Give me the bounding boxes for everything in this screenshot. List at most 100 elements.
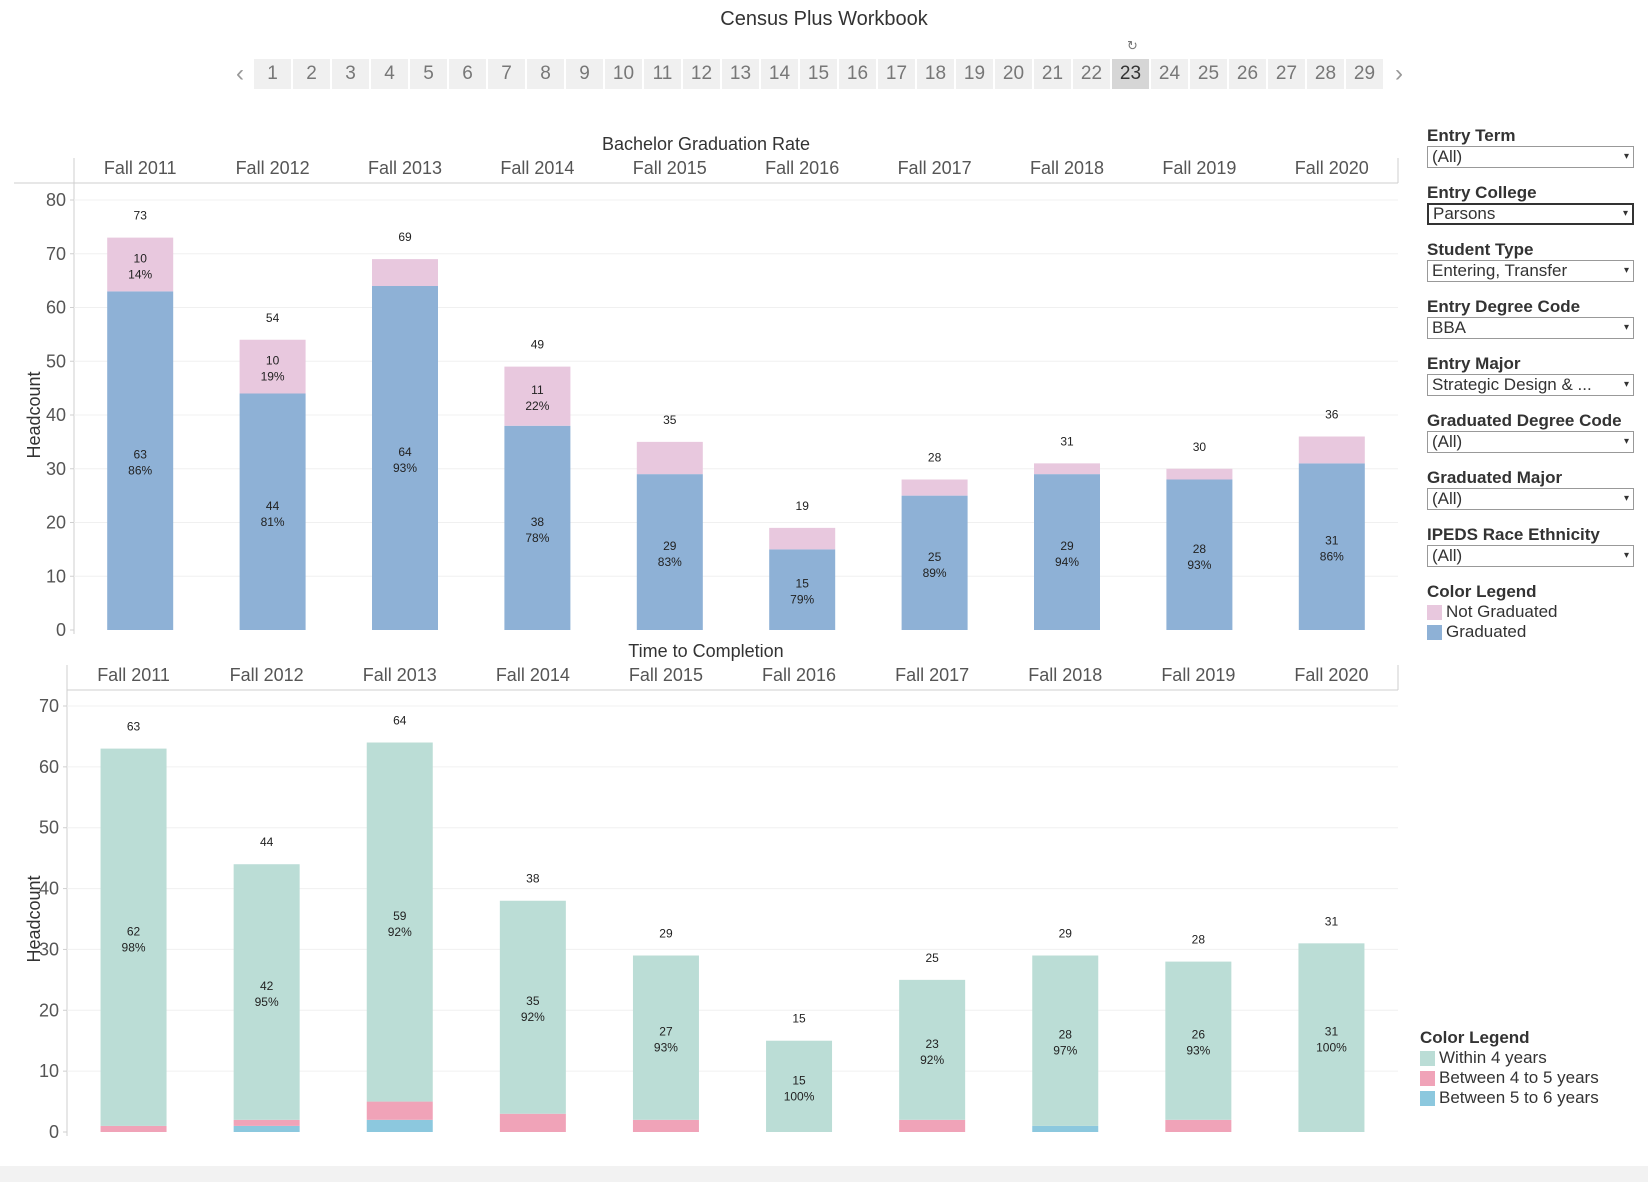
chart-title: Time to Completion [628, 644, 783, 661]
page-6[interactable]: 6 [449, 59, 486, 89]
bar-segment [233, 1119, 300, 1126]
segment-percent-label: 81% [261, 515, 285, 529]
page-3[interactable]: 3 [332, 59, 369, 89]
segment-value-label: 26 [1192, 1028, 1206, 1042]
page-8[interactable]: 8 [527, 59, 564, 89]
filter-dropdown[interactable]: Strategic Design & ... ▾ [1427, 374, 1634, 396]
segment-percent-label: 93% [654, 1041, 678, 1055]
filter-value: (All) [1432, 147, 1463, 166]
x-category-label: Fall 2018 [1030, 158, 1104, 178]
page-26[interactable]: 26 [1229, 59, 1266, 89]
page-2[interactable]: 2 [293, 59, 330, 89]
filter-dropdown[interactable]: Entering, Transfer ▾ [1427, 260, 1634, 282]
segment-percent-label: 92% [388, 925, 412, 939]
page-15[interactable]: 15 [800, 59, 837, 89]
page-7[interactable]: 7 [488, 59, 525, 89]
segment-percent-label: 100% [1316, 1041, 1347, 1055]
chevron-down-icon: ▾ [1623, 379, 1629, 390]
bar-total-label: 35 [663, 413, 677, 427]
bar-segment [100, 1125, 167, 1132]
chevron-down-icon: ▾ [1623, 322, 1629, 333]
page-29[interactable]: 29 [1346, 59, 1383, 89]
filter-dropdown[interactable]: Parsons ▾ [1427, 203, 1634, 225]
page-1[interactable]: 1 [254, 59, 291, 89]
page-18[interactable]: 18 [917, 59, 954, 89]
x-category-label: Fall 2013 [363, 665, 437, 685]
legend-title: Color Legend [1427, 582, 1537, 601]
filter-ipeds-race-ethnicity: IPEDS Race Ethnicity (All) ▾ [1427, 525, 1634, 567]
filter-label: Entry Term [1427, 126, 1516, 145]
page-19[interactable]: 19 [956, 59, 993, 89]
filter-label: Graduated Degree Code [1427, 411, 1622, 430]
segment-percent-label: 93% [393, 461, 417, 475]
legend-item[interactable]: Graduated [1427, 622, 1634, 642]
chevron-left-icon[interactable]: ‹ [236, 60, 244, 87]
page-17[interactable]: 17 [878, 59, 915, 89]
legend-item[interactable]: Within 4 years [1420, 1048, 1635, 1068]
filter-dropdown[interactable]: (All) ▾ [1427, 146, 1634, 168]
page-4[interactable]: 4 [371, 59, 408, 89]
page-24[interactable]: 24 [1151, 59, 1188, 89]
page-14[interactable]: 14 [761, 59, 798, 89]
bar-total-label: 29 [659, 927, 673, 941]
page-9[interactable]: 9 [566, 59, 603, 89]
segment-percent-label: 93% [1187, 558, 1211, 572]
bar-segment [233, 864, 300, 1120]
page-5[interactable]: 5 [410, 59, 447, 89]
legend-item[interactable]: Between 4 to 5 years [1420, 1068, 1635, 1088]
filter-graduated-major: Graduated Major (All) ▾ [1427, 468, 1634, 510]
y-axis-label: Headcount [24, 875, 44, 962]
bar-total-label: 63 [127, 720, 141, 734]
legend-label: Between 5 to 6 years [1439, 1088, 1599, 1107]
x-category-label: Fall 2017 [895, 665, 969, 685]
page-16[interactable]: 16 [839, 59, 876, 89]
filter-dropdown[interactable]: (All) ▾ [1427, 488, 1634, 510]
segment-value-label: 28 [1193, 542, 1207, 556]
bottom-scroll-strip [0, 1166, 1648, 1182]
chevron-down-icon: ▾ [1622, 208, 1628, 219]
x-category-label: Fall 2018 [1028, 665, 1102, 685]
x-category-label: Fall 2016 [762, 665, 836, 685]
filter-value: Entering, Transfer [1432, 261, 1568, 280]
y-tick-label: 50 [46, 351, 66, 371]
filter-value: (All) [1432, 489, 1463, 508]
bar-total-label: 69 [398, 230, 412, 244]
bar-segment [899, 1119, 966, 1132]
page-21[interactable]: 21 [1034, 59, 1071, 89]
x-category-label: Fall 2015 [633, 158, 707, 178]
page-13[interactable]: 13 [722, 59, 759, 89]
y-tick-label: 70 [46, 244, 66, 264]
legend-swatch [1420, 1050, 1435, 1066]
reload-icon[interactable]: ↻ [1127, 38, 1138, 53]
filter-dropdown[interactable]: (All) ▾ [1427, 545, 1634, 567]
page-20[interactable]: 20 [995, 59, 1032, 89]
color-legend-graduation: Color Legend Not Graduated Graduated [1427, 582, 1634, 642]
page-11[interactable]: 11 [644, 59, 681, 89]
legend-swatch [1420, 1070, 1435, 1086]
page-25[interactable]: 25 [1190, 59, 1227, 89]
page-10[interactable]: 10 [605, 59, 642, 89]
bar-segment [100, 748, 167, 1126]
page-22[interactable]: 22 [1073, 59, 1110, 89]
bar-total-label: 31 [1060, 434, 1074, 448]
y-tick-label: 0 [56, 620, 66, 636]
segment-percent-label: 94% [1055, 555, 1079, 569]
chevron-right-icon[interactable]: › [1395, 60, 1403, 87]
page-12[interactable]: 12 [683, 59, 720, 89]
legend-item[interactable]: Not Graduated [1427, 602, 1634, 622]
filter-value: Parsons [1433, 204, 1496, 223]
filter-dropdown[interactable]: (All) ▾ [1427, 431, 1634, 453]
bar-segment [1165, 1119, 1232, 1132]
legend-item[interactable]: Between 5 to 6 years [1420, 1088, 1635, 1108]
filter-label: Entry Degree Code [1427, 297, 1581, 316]
filter-dropdown[interactable]: BBA ▾ [1427, 317, 1634, 339]
y-tick-label: 40 [46, 405, 66, 425]
page-28[interactable]: 28 [1307, 59, 1344, 89]
bar-segment [636, 441, 703, 475]
chevron-down-icon: ▾ [1623, 550, 1629, 561]
filter-entry-college: Entry College Parsons ▾ [1427, 183, 1634, 225]
legend-label: Not Graduated [1446, 602, 1558, 621]
page-27[interactable]: 27 [1268, 59, 1305, 89]
bar-segment [366, 742, 433, 1102]
page-23[interactable]: 23 [1112, 59, 1149, 89]
